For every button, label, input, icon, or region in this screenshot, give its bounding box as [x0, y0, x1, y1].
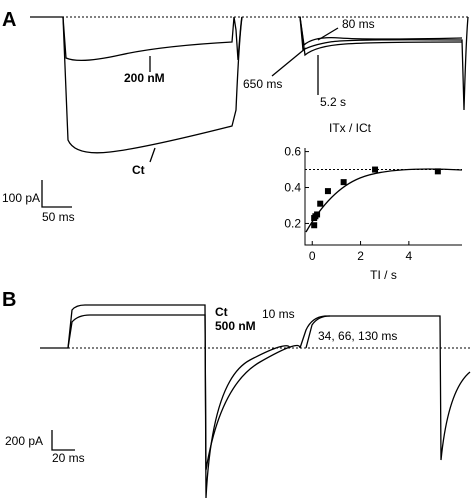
trace-label: 80 ms — [342, 17, 375, 31]
traces — [30, 16, 471, 499]
trace — [299, 16, 463, 57]
trace — [298, 16, 469, 111]
panel-label: B — [2, 289, 16, 311]
point — [324, 188, 331, 195]
pointer — [271, 47, 307, 77]
panel-label: A — [2, 9, 16, 31]
point — [434, 168, 441, 175]
inset-chart: 0.2 0.4 0.6 0 2 4 TI / s ITx / ICt — [284, 121, 463, 282]
trace — [299, 16, 463, 47]
trace — [30, 16, 243, 62]
trace-label: Ct — [132, 163, 145, 177]
x-tick-label: 4 — [406, 249, 413, 263]
trace — [62, 16, 243, 154]
scale-label: 200 pA — [5, 434, 43, 448]
trace — [305, 315, 331, 349]
scale-bar — [51, 430, 75, 451]
trace-label: 10 ms — [262, 307, 295, 321]
scale-label: 100 pA — [2, 191, 40, 205]
point — [311, 222, 318, 229]
point — [314, 211, 321, 218]
trace-label: 5.2 s — [320, 95, 346, 109]
pointer — [149, 147, 156, 163]
axes — [304, 148, 462, 246]
y-axis-label: ITx / ICt — [329, 121, 372, 135]
trace-label: 650 ms — [243, 77, 282, 91]
trace — [40, 304, 291, 499]
x-tick-label: 2 — [357, 249, 364, 263]
trace — [299, 315, 471, 461]
x-tick-label: 0 — [309, 249, 316, 263]
trace-label: 500 nM — [215, 319, 256, 333]
fit-curve — [305, 168, 463, 233]
y-tick-label: 0.6 — [284, 145, 301, 159]
scale-label: 50 ms — [42, 210, 75, 224]
trace — [67, 314, 301, 471]
trace-label: 34, 66, 130 ms — [318, 329, 397, 343]
x-axis-label: TI / s — [370, 268, 397, 282]
point — [340, 179, 347, 186]
scale-bar — [41, 180, 72, 208]
y-tick-label: 0.2 — [284, 216, 301, 230]
point — [317, 200, 324, 207]
scale-label: 20 ms — [52, 451, 85, 465]
pointer — [317, 27, 339, 41]
point — [372, 166, 379, 173]
trace-label: Ct — [215, 305, 228, 319]
trace-label: 200 nM — [124, 71, 165, 85]
y-tick-label: 0.4 — [284, 181, 301, 195]
